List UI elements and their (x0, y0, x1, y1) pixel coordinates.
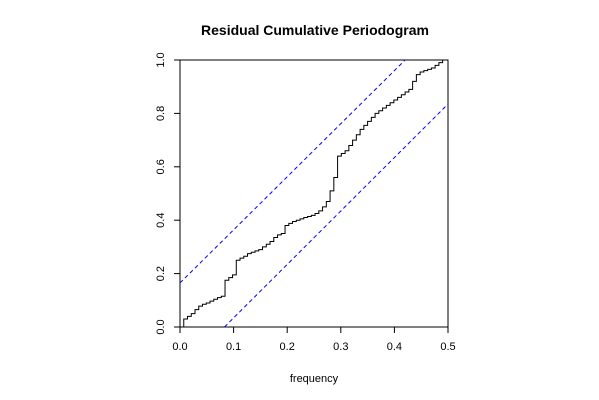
y-axis: 0.0 0.2 0.4 0.6 0.8 1.0 (155, 52, 180, 335)
x-tick-label: 0.5 (440, 341, 455, 353)
x-axis: 0.0 0.1 0.2 0.3 0.4 0.5 (172, 327, 456, 353)
y-tick-label: 0.2 (155, 266, 167, 281)
y-tick-label: 0.0 (155, 319, 167, 334)
y-tick-label: 0.8 (155, 106, 167, 121)
chart-title: Residual Cumulative Periodogram (201, 22, 429, 38)
x-tick-label: 0.3 (333, 341, 348, 353)
y-tick-label: 0.4 (155, 213, 167, 228)
y-tick-label: 1.0 (155, 52, 167, 67)
series-layer (179, 59, 449, 328)
plot-frame (179, 59, 449, 328)
x-tick-label: 0.2 (280, 341, 295, 353)
confidence-bound-line-2 (224, 103, 449, 328)
x-tick-label: 0.0 (172, 341, 187, 353)
x-axis-label: frequency (290, 373, 339, 385)
confidence-bound-line-1 (179, 59, 406, 284)
x-tick-label: 0.1 (226, 341, 241, 353)
y-tick-label: 0.6 (155, 159, 167, 174)
cumulative-periodogram-line (180, 59, 448, 328)
x-tick-label: 0.4 (387, 341, 402, 353)
